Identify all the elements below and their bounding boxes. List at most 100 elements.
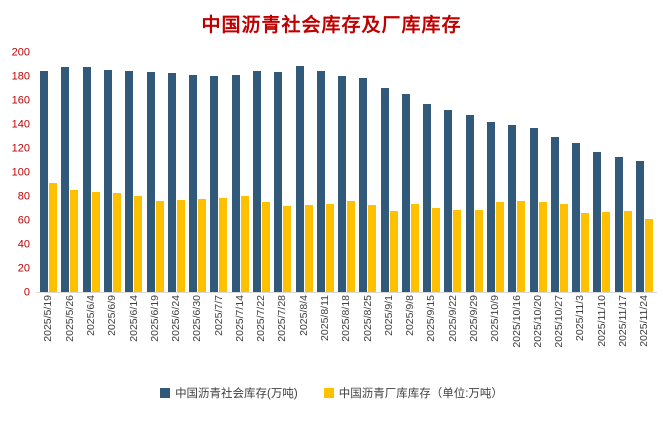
bar-social-inventory	[274, 72, 283, 292]
bar-group	[400, 53, 421, 292]
y-tick-label: 40	[17, 238, 30, 251]
bar-group	[81, 53, 102, 292]
bar-factory-inventory	[474, 209, 483, 292]
bar-group	[591, 53, 612, 292]
bar-group	[336, 53, 357, 292]
x-tick-label: 2025/9/1	[382, 295, 395, 336]
bar-factory-inventory	[581, 213, 590, 292]
bar-factory-inventory	[70, 190, 79, 292]
bar-factory-inventory	[91, 191, 100, 292]
x-tick-label: 2025/6/24	[170, 295, 183, 342]
x-tick-label: 2025/8/11	[319, 295, 332, 341]
x-axis-labels: 2025/5/19 2025/5/26 2025/6/4 2025/6/9 2025/6…	[36, 295, 657, 377]
bar-factory-inventory	[198, 198, 207, 292]
bar-social-inventory	[423, 104, 432, 292]
bar-group	[485, 53, 506, 292]
bar-factory-inventory	[623, 210, 632, 292]
bar-social-inventory	[359, 78, 368, 292]
bar-social-inventory	[338, 75, 347, 292]
bar-factory-inventory	[176, 200, 185, 292]
bar-factory-inventory	[304, 204, 313, 292]
x-tick-label: 2025/10/27	[553, 295, 566, 348]
y-axis: 0 20 40 60 80 100 120 140 160 180 200	[8, 47, 36, 298]
bar-factory-inventory	[325, 203, 334, 292]
bar-social-inventory	[167, 73, 176, 292]
bar-group	[293, 53, 314, 292]
chart-body: 0 20 40 60 80 100 120 140 160 180 200	[8, 47, 657, 298]
bar-social-inventory	[210, 75, 219, 292]
legend-item: 中国沥青厂库库存（单位:万吨）	[323, 385, 503, 401]
x-tick-label: 2025/7/28	[276, 295, 289, 342]
bar-social-inventory	[401, 93, 410, 292]
bar-factory-inventory	[538, 202, 547, 292]
bar-group	[634, 53, 655, 292]
bar-social-inventory	[508, 124, 517, 292]
bar-group	[506, 53, 527, 292]
bar-social-inventory	[465, 115, 474, 292]
bar-social-inventory	[252, 70, 261, 292]
bar-group	[230, 53, 251, 292]
x-tick-label: 2025/6/4	[84, 295, 97, 336]
bar-factory-inventory	[496, 202, 505, 292]
x-axis: 2025/5/19 2025/5/26 2025/6/4 2025/6/9 2025/6…	[8, 295, 657, 377]
y-tick-label: 60	[17, 214, 30, 227]
bar-factory-inventory	[453, 209, 462, 292]
bar-group	[38, 53, 59, 292]
bar-group	[570, 53, 591, 292]
bar-group	[144, 53, 165, 292]
bar-factory-inventory	[347, 201, 356, 292]
y-tick-label: 20	[17, 262, 30, 275]
bar-social-inventory	[593, 152, 602, 292]
bar-social-inventory	[125, 70, 134, 292]
x-tick-label: 2025/9/29	[468, 295, 481, 342]
bar-social-inventory	[636, 160, 645, 292]
x-tick-label: 2025/9/8	[404, 295, 417, 336]
bar-group	[527, 53, 548, 292]
x-tick-label: 2025/11/10	[595, 295, 608, 347]
y-tick-label: 80	[17, 190, 30, 203]
bar-social-inventory	[189, 74, 198, 292]
x-tick-label: 2025/10/16	[510, 295, 523, 348]
bar-group	[613, 53, 634, 292]
bar-factory-inventory	[134, 196, 143, 292]
bar-social-inventory	[529, 128, 538, 292]
x-tick-label: 2025/7/14	[233, 295, 246, 342]
chart-title: 中国沥青社会库存及厂库库存	[201, 15, 462, 36]
bar-factory-inventory	[602, 211, 611, 292]
bar-social-inventory	[380, 87, 389, 292]
bar-group	[251, 53, 272, 292]
legend-item: 中国沥青社会库存(万吨)	[160, 385, 298, 401]
y-tick-label: 160	[11, 94, 30, 107]
x-tick-label: 2025/6/19	[148, 295, 161, 342]
bar-group	[187, 53, 208, 292]
bar-social-inventory	[82, 67, 91, 292]
x-tick-label: 2025/8/18	[340, 295, 353, 342]
bar-group	[59, 53, 80, 292]
y-tick-label: 140	[11, 118, 30, 131]
bar-group	[442, 53, 463, 292]
bar-social-inventory	[231, 74, 240, 292]
bar-group	[464, 53, 485, 292]
x-tick-label: 2025/11/3	[574, 295, 587, 341]
bar-factory-inventory	[645, 219, 654, 292]
x-tick-label: 2025/5/26	[63, 295, 76, 342]
bar-social-inventory	[61, 67, 70, 292]
legend-marker-icon	[323, 388, 334, 398]
bar-social-inventory	[572, 142, 581, 292]
bar-factory-inventory	[240, 196, 249, 292]
bar-social-inventory	[614, 156, 623, 292]
bar-group	[379, 53, 400, 292]
y-tick-label: 0	[23, 286, 30, 299]
x-tick-label: 2025/10/9	[489, 295, 502, 342]
bar-social-inventory	[487, 122, 496, 292]
x-tick-label: 2025/9/15	[425, 295, 438, 342]
x-tick-label: 2025/11/17	[616, 295, 629, 347]
legend-marker-icon	[160, 388, 171, 398]
bar-social-inventory	[103, 69, 112, 292]
bar-social-inventory	[40, 70, 49, 292]
bar-social-inventory	[295, 66, 304, 292]
x-tick-label: 2025/7/22	[255, 295, 268, 342]
bar-social-inventory	[444, 110, 453, 292]
bar-group	[166, 53, 187, 292]
